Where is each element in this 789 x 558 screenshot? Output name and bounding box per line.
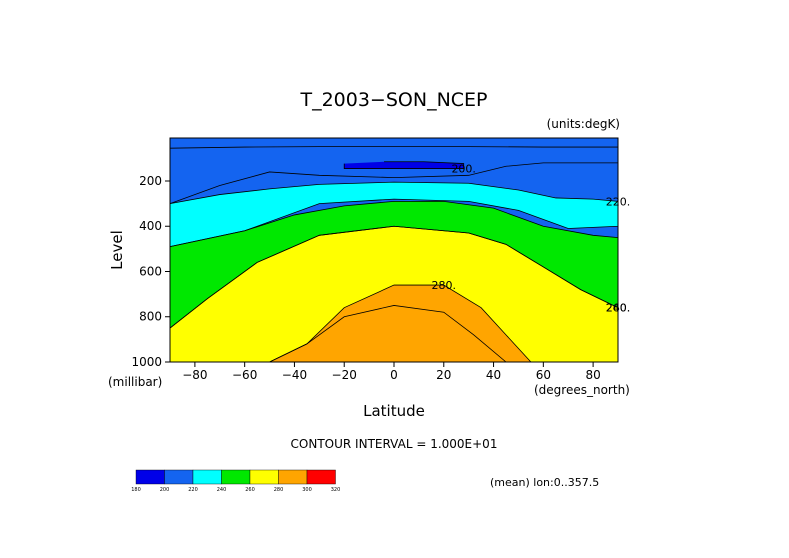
contour-line-220 bbox=[169, 181, 619, 247]
colorbar-tick-label: 320 bbox=[331, 487, 341, 493]
colorbar-tick-label: 280 bbox=[274, 487, 284, 493]
contour-fill-220 bbox=[170, 182, 618, 247]
y-tick-label: 600 bbox=[139, 264, 162, 278]
plot-area: 200.220.240.260.280. bbox=[169, 137, 630, 363]
colorbar-swatch bbox=[278, 469, 308, 485]
y-tick-label: 200 bbox=[139, 174, 162, 188]
x-tick-label: −80 bbox=[182, 368, 207, 382]
contour-line-210 bbox=[169, 146, 619, 204]
x-axis-title: Latitude bbox=[363, 402, 425, 420]
y-tick-label: 1000 bbox=[131, 355, 162, 369]
x-tick-label: 60 bbox=[536, 368, 551, 382]
y-tick-label: 800 bbox=[139, 310, 162, 324]
contour-interval-text: CONTOUR INTERVAL = 1.000E+01 bbox=[291, 437, 498, 451]
colorbar-tick-label: 300 bbox=[302, 487, 312, 493]
colorbar-swatch bbox=[192, 469, 222, 485]
y-unit-label: (millibar) bbox=[108, 375, 162, 389]
x-tick-label: 80 bbox=[585, 368, 600, 382]
contour-fill-210 bbox=[170, 146, 618, 204]
mean-note: (mean) lon:0..357.5 bbox=[490, 476, 599, 489]
x-tick-label: −60 bbox=[232, 368, 257, 382]
colorbar-tick-label: 260 bbox=[245, 487, 255, 493]
colorbar-tick-label: 220 bbox=[188, 487, 198, 493]
y-axis-title: Level bbox=[108, 230, 126, 270]
contour-label-200: 200. bbox=[451, 163, 476, 176]
contour-fill-280 bbox=[269, 285, 531, 362]
chart-title: T_2003−SON_NCEP bbox=[299, 89, 487, 111]
x-tick-label: 20 bbox=[436, 368, 451, 382]
x-tick-label: −40 bbox=[282, 368, 307, 382]
x-tick-label: 40 bbox=[486, 368, 501, 382]
x-tick-label: 0 bbox=[390, 368, 398, 382]
x-unit-label: (degrees_north) bbox=[534, 383, 630, 397]
contour-line-280 bbox=[269, 284, 532, 363]
colorbar-swatch bbox=[249, 469, 279, 485]
colorbar-tick-label: 180 bbox=[131, 487, 141, 493]
colorbar-swatch bbox=[221, 469, 251, 485]
colorbar-tick-label: 200 bbox=[160, 487, 170, 493]
colorbar-swatch bbox=[306, 469, 336, 485]
contour-fill-240 bbox=[170, 201, 618, 329]
x-tick-label: −20 bbox=[332, 368, 357, 382]
colorbar-swatch bbox=[164, 469, 194, 485]
y-tick-label: 400 bbox=[139, 219, 162, 233]
colorbar-swatch bbox=[135, 469, 165, 485]
colorbar: 180 200 220 240 260 280 300 320 bbox=[131, 469, 341, 493]
colorbar-tick-label: 240 bbox=[217, 487, 227, 493]
contour-line-200 bbox=[343, 161, 465, 169]
units-note: (units:degK) bbox=[547, 117, 620, 131]
contour-label-280: 280. bbox=[432, 279, 457, 292]
contour-fill-200 bbox=[344, 161, 464, 169]
